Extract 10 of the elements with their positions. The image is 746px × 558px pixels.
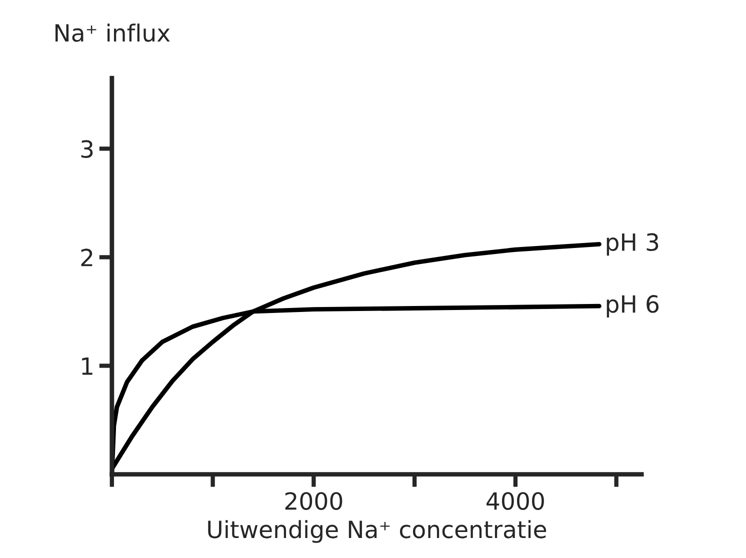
- y-tick-label: 1: [82, 358, 92, 375]
- y-tick-label: 2: [81, 248, 92, 266]
- x-tick-label: 2000: [285, 492, 342, 510]
- series-label: pH 3: [606, 233, 658, 256]
- y-tick-label: 3: [81, 140, 93, 158]
- x-tick-label: 4000: [486, 492, 544, 510]
- x-axis-title: Uitwendige Na⁺ concentratie: [208, 520, 546, 543]
- line-series: [112, 242, 602, 472]
- y-axis-title: Na⁺ influx: [56, 24, 170, 42]
- series-label: pH 6: [606, 295, 659, 318]
